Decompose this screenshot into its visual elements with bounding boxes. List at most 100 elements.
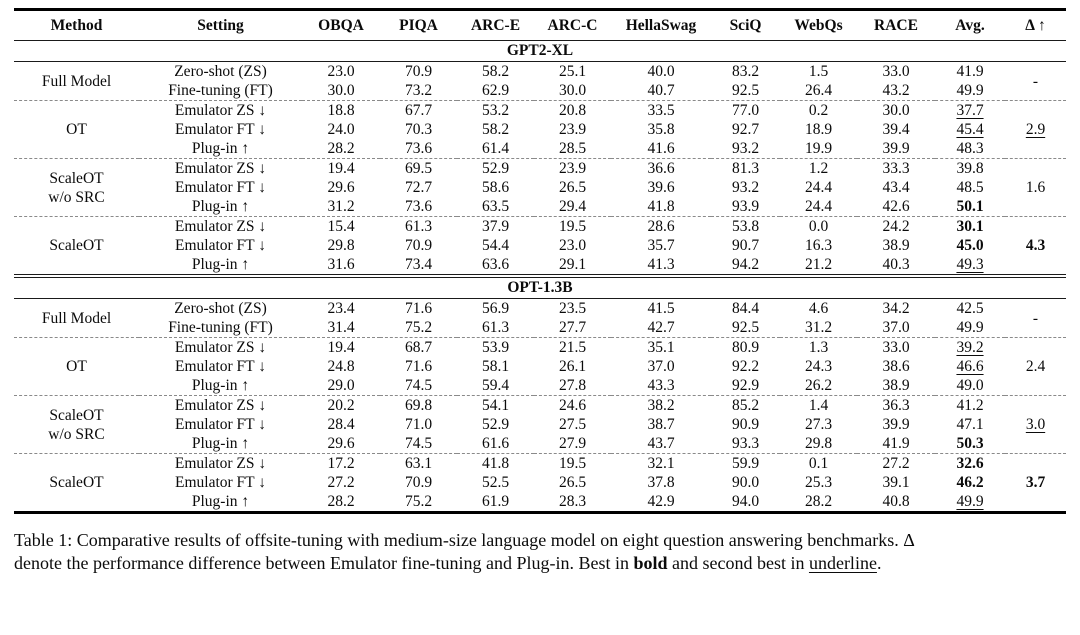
- setting-cell: Zero-shot (ZS): [174, 63, 267, 80]
- value-cell: 71.6: [404, 358, 433, 375]
- value-cell: 39.1: [882, 474, 910, 491]
- value-cell: 40.8: [882, 493, 910, 510]
- caption-segment: .: [876, 553, 882, 573]
- column-header: SciQ: [711, 9, 780, 41]
- value-cell: 42.9: [647, 493, 675, 510]
- value-cell: 61.9: [481, 493, 510, 510]
- value-cell: 80.9: [711, 337, 780, 357]
- column-header: Setting: [139, 9, 302, 41]
- value-cell: 27.8: [558, 377, 587, 394]
- value-cell: 21.2: [804, 256, 833, 273]
- value-cell: 33.0: [882, 63, 910, 80]
- value-cell: 43.4: [882, 179, 910, 196]
- value-cell: 94.0: [731, 493, 760, 510]
- table-row: ScaleOT Emulator ZS ↓ 15.4 61.3 37.9 19.5 28.6…: [14, 216, 1066, 276]
- value-cell: 93.3: [731, 435, 760, 452]
- value-cell: 41.8: [457, 453, 534, 473]
- value-cell: 4.6: [808, 300, 829, 317]
- table-body: GPT2-XL Full Model Zero-shot (ZS) 23.0 70.9 5…: [14, 40, 1066, 513]
- column-header: Δ ↑: [1005, 9, 1066, 41]
- value-cell: 21.5: [534, 337, 611, 357]
- value-cell: 49.9: [956, 82, 984, 99]
- value-cell: 56.9: [481, 300, 510, 317]
- value-cell: 38.7: [647, 416, 675, 433]
- value-cell: 71.0: [404, 416, 433, 433]
- value-cell: 70.9: [404, 474, 433, 491]
- value-cell: 49.9: [956, 319, 984, 336]
- setting-cell: Emulator ZS ↓: [139, 395, 302, 415]
- value-cell: 37.7: [935, 100, 1005, 120]
- delta-cell: -: [1032, 72, 1039, 90]
- value-cell: 24.2: [857, 216, 935, 236]
- value-cell: 25.1: [558, 63, 587, 80]
- setting-cell: Emulator ZS ↓: [139, 216, 302, 236]
- value-cell: 84.4: [731, 300, 760, 317]
- setting-cell: Zero-shot (ZS): [174, 300, 267, 317]
- value-cell: 73.6: [404, 198, 433, 215]
- value-cell: 52.9: [481, 416, 510, 433]
- value-cell: 27.2: [327, 474, 355, 491]
- value-cell: 41.6: [647, 140, 675, 157]
- value-cell: 23.9: [534, 158, 611, 178]
- setting-cell: Plug-in ↑: [191, 493, 250, 510]
- table-row: Plug-in ↑ 31.2 73.6 63.5 29.4 41.8 93.9 24.4 42.…: [14, 197, 1066, 217]
- value-cell: 93.2: [731, 179, 760, 196]
- table-row: Fine-tuning (FT) 31.4 75.2 61.3 27.7 42.7 92.5…: [14, 318, 1066, 338]
- column-header: ARC-C: [534, 9, 611, 41]
- value-cell: 45.0: [956, 237, 984, 254]
- value-cell: 36.6: [611, 158, 711, 178]
- table-row: Fine-tuning (FT) 30.0 73.2 62.9 30.0 40.7 92.5…: [14, 81, 1066, 101]
- setting-cell: Fine-tuning (FT): [168, 82, 273, 99]
- setting-cell: Emulator ZS ↓: [139, 453, 302, 473]
- value-cell: 16.3: [804, 237, 833, 254]
- value-cell: 53.8: [711, 216, 780, 236]
- value-cell: 70.3: [404, 121, 433, 138]
- value-cell: 20.8: [534, 100, 611, 120]
- column-header: HellaSwag: [611, 9, 711, 41]
- value-cell: 37.0: [882, 319, 910, 336]
- value-cell: 38.9: [882, 237, 910, 254]
- value-cell: 29.8: [327, 237, 355, 254]
- value-cell: 24.8: [327, 358, 355, 375]
- value-cell: 83.2: [731, 63, 760, 80]
- value-cell: 41.3: [647, 256, 675, 273]
- value-cell: 29.6: [327, 435, 355, 452]
- value-cell: 43.3: [647, 377, 675, 394]
- value-cell: 73.2: [404, 82, 433, 99]
- value-cell: 29.8: [804, 435, 833, 452]
- table-row: Emulator FT ↓ 29.6 72.7 58.6 26.5 39.6 93.2 24.…: [14, 178, 1066, 197]
- caption-segment: denote the performance difference betwee…: [14, 553, 634, 573]
- value-cell: 26.2: [804, 377, 833, 394]
- value-cell: 40.7: [647, 82, 675, 99]
- value-cell: 39.9: [882, 416, 910, 433]
- table-row: Plug-in ↑ 29.0 74.5 59.4 27.8 43.3 92.9 26.2 38.…: [14, 376, 1066, 396]
- value-cell: 58.2: [481, 63, 510, 80]
- value-cell: 19.9: [804, 140, 833, 157]
- value-cell: 43.2: [882, 82, 910, 99]
- column-header: Method: [14, 9, 139, 41]
- value-cell: 74.5: [404, 435, 433, 452]
- value-cell: 26.1: [558, 358, 587, 375]
- table-row: ScaleOT w/o SRC Emulator ZS ↓ 19.4 69.5 52.9 2…: [14, 158, 1066, 217]
- value-cell: 24.4: [804, 179, 833, 196]
- value-cell: 69.8: [380, 395, 457, 415]
- value-cell: 23.0: [558, 237, 587, 254]
- value-cell: 26.4: [804, 82, 833, 99]
- value-cell: 67.7: [380, 100, 457, 120]
- value-cell: 74.5: [404, 377, 433, 394]
- method-cell: ScaleOT w/o SRC: [14, 395, 139, 454]
- value-cell: 68.7: [380, 337, 457, 357]
- delta-cell: 4.3: [1005, 216, 1066, 276]
- value-cell: 31.2: [804, 319, 833, 336]
- value-cell: 92.7: [731, 121, 760, 138]
- column-header: RACE: [857, 9, 935, 41]
- caption-line-2: denote the performance difference betwee…: [14, 553, 881, 573]
- value-cell: 35.7: [647, 237, 675, 254]
- value-cell: 49.0: [956, 377, 984, 394]
- value-cell: 36.3: [857, 395, 935, 415]
- column-header: Avg.: [935, 9, 1005, 41]
- table-row: Emulator FT ↓ 28.4 71.0 52.9 27.5 38.7 90.9 27.…: [14, 415, 1066, 434]
- value-cell: 1.3: [780, 337, 857, 357]
- value-cell: 63.5: [481, 198, 510, 215]
- value-cell: 26.5: [558, 474, 587, 491]
